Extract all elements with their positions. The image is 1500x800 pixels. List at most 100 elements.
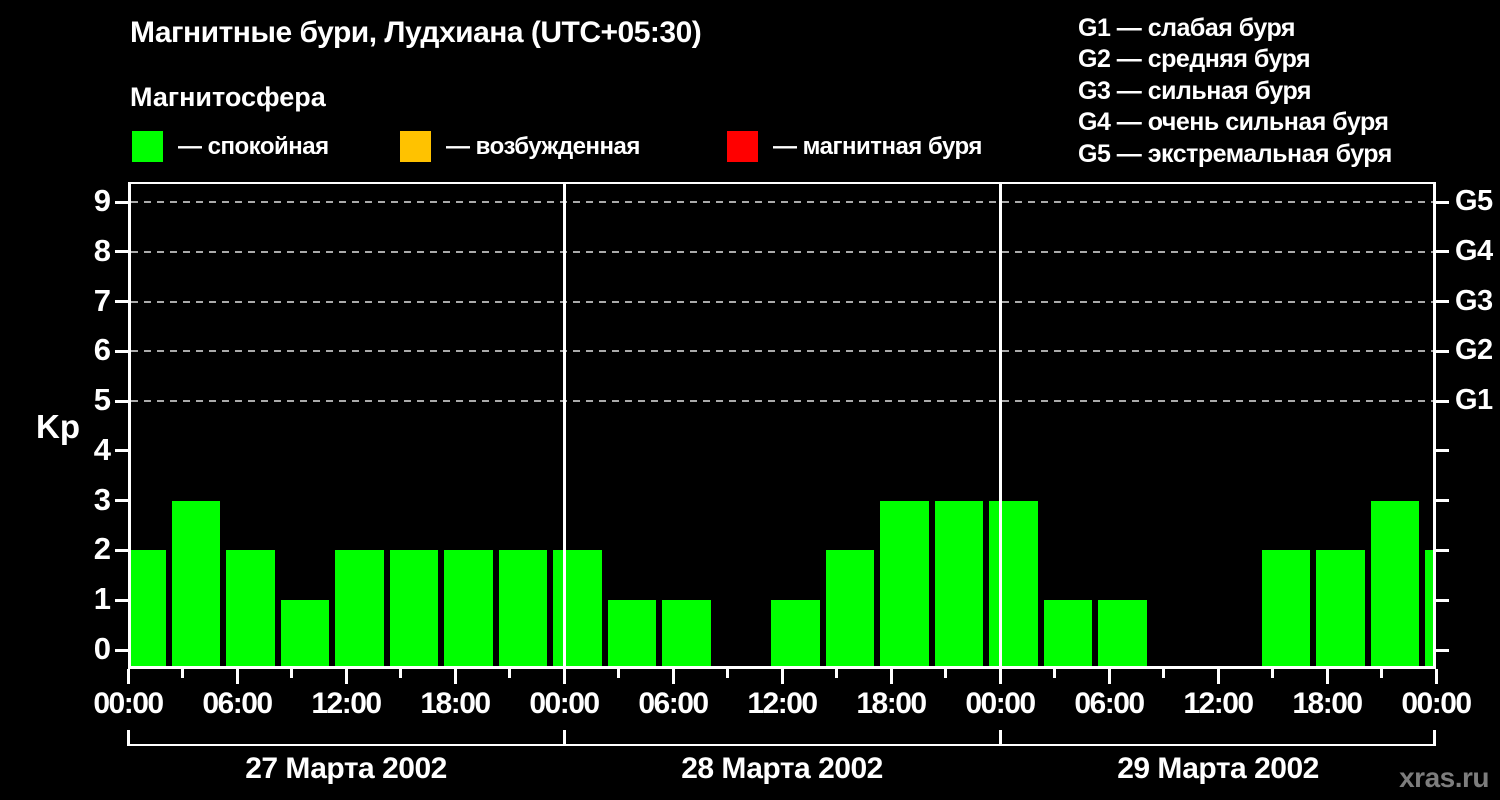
kp-bar [989,500,1038,669]
y-axis-tick [115,598,128,602]
g-level-label-g3: G3 [1455,284,1493,317]
plot-border-top [128,182,1436,184]
g-legend-line-g2: G2 — средняя буря [1078,45,1311,74]
chart-title: Магнитные бури, Лудхиана (UTC+05:30) [130,16,702,49]
legend-label-excited: — возбужденная [446,132,640,160]
plot-area [128,182,1436,669]
y-tick-label: 0 [93,631,111,666]
x-tick-label: 00:00 [93,687,164,720]
kp-bar [880,500,929,669]
kp-bar [1370,500,1420,669]
x-tick-label: 18:00 [856,687,927,720]
plot-border-bottom [128,666,1436,669]
x-axis-minor-tick [1271,669,1274,678]
y-axis-tick [115,250,128,254]
y-tick-label: 2 [93,531,111,567]
x-axis-minor-tick [1053,669,1056,678]
right-axis-tick [1436,499,1449,503]
x-axis-major-tick [671,669,675,684]
x-axis-minor-tick [944,669,947,678]
g-level-label-g4: G4 [1455,234,1493,267]
x-tick-label: 00:00 [529,687,600,720]
kp-bar [553,550,602,669]
bracket-tick [126,730,130,746]
legend-item-excited: — возбужденная [400,131,640,162]
kp-bar [1043,600,1093,669]
magnetosphere-label: Магнитосфера [130,82,326,112]
x-axis-major-tick [344,669,348,684]
storm-color-swatch [727,131,758,162]
x-tick-label: 06:00 [202,687,273,720]
kp-bar [771,600,820,669]
kp-bar [1098,600,1147,669]
right-axis-tick [1436,200,1449,204]
right-axis-tick [1436,548,1449,552]
y-tick-label: 9 [93,183,111,218]
y-axis-title: Kp [36,408,80,445]
kp-bar [1425,550,1433,669]
y-axis-tick [115,349,128,353]
bracket-tick [1433,730,1436,746]
x-axis-minor-tick [290,669,293,678]
g-level-label-g5: G5 [1455,185,1493,217]
date-label: 29 Марта 2002 [1117,752,1319,785]
kp-bar [171,500,221,669]
y-tick-label: 4 [93,431,111,467]
bracket-tick [562,730,566,746]
x-axis-minor-tick [1380,669,1383,678]
plot-border-right [1433,182,1436,669]
watermark: xras.ru [1399,762,1489,793]
kp-bar [1316,550,1365,669]
y-axis-tick [115,300,128,304]
legend-item-quiet: — спокойная [132,131,329,162]
bracket-tick [998,730,1002,746]
day-bracket [128,744,1436,746]
day-separator-line [562,182,566,669]
x-tick-label: 00:00 [965,687,1036,720]
kp-bar [498,550,548,669]
date-label: 28 Марта 2002 [681,752,883,785]
gridline-kp7 [131,300,1433,303]
kp-bar [825,550,875,669]
y-axis-tick [115,648,128,652]
g-level-label-g2: G2 [1455,334,1493,367]
x-axis-major-tick [998,669,1002,684]
right-axis-tick [1436,399,1449,403]
g-legend-line-g3: G3 — сильная буря [1078,76,1312,105]
legend-item-storm: — магнитная буря [727,131,982,162]
x-axis-minor-tick [181,669,184,678]
plot-border-left [128,182,131,669]
g-level-label-g1: G1 [1455,384,1493,417]
x-tick-label: 12:00 [1183,687,1254,720]
x-tick-label: 00:00 [1401,687,1472,720]
x-axis-minor-tick [726,669,729,678]
x-tick-label: 06:00 [638,687,709,720]
storm-scale-legend: G1 — слабая буря G2 — средняя буря G3 — … [1078,13,1392,170]
x-axis-major-tick [1107,669,1111,684]
kp-bar [607,600,657,669]
gridline-kp9 [131,201,1433,203]
kp-bar [389,550,439,669]
right-axis-tick [1436,250,1449,254]
kp-bar [131,550,166,669]
legend-label-quiet: — спокойная [178,132,329,160]
kp-bar [226,550,275,669]
x-tick-label: 12:00 [747,687,818,720]
y-axis-tick [115,399,128,403]
gridline-kp5 [131,400,1433,403]
g-legend-line-g1: G1 — слабая буря [1078,14,1296,42]
right-axis-tick [1436,449,1449,453]
kp-bar [280,600,330,669]
date-label: 27 Марта 2002 [245,752,447,785]
gridline-kp6 [131,350,1433,353]
g-legend-line-g4: G4 — очень сильная буря [1078,108,1389,137]
x-tick-label: 18:00 [420,687,491,720]
x-axis-major-tick [780,669,784,684]
x-axis-major-tick [126,669,130,684]
g-legend-line-g5: G5 — экстремальная буря [1078,139,1392,168]
x-axis-minor-tick [835,669,838,678]
y-tick-label: 6 [93,332,111,368]
x-axis-minor-tick [617,669,620,678]
right-axis-tick [1436,598,1449,602]
